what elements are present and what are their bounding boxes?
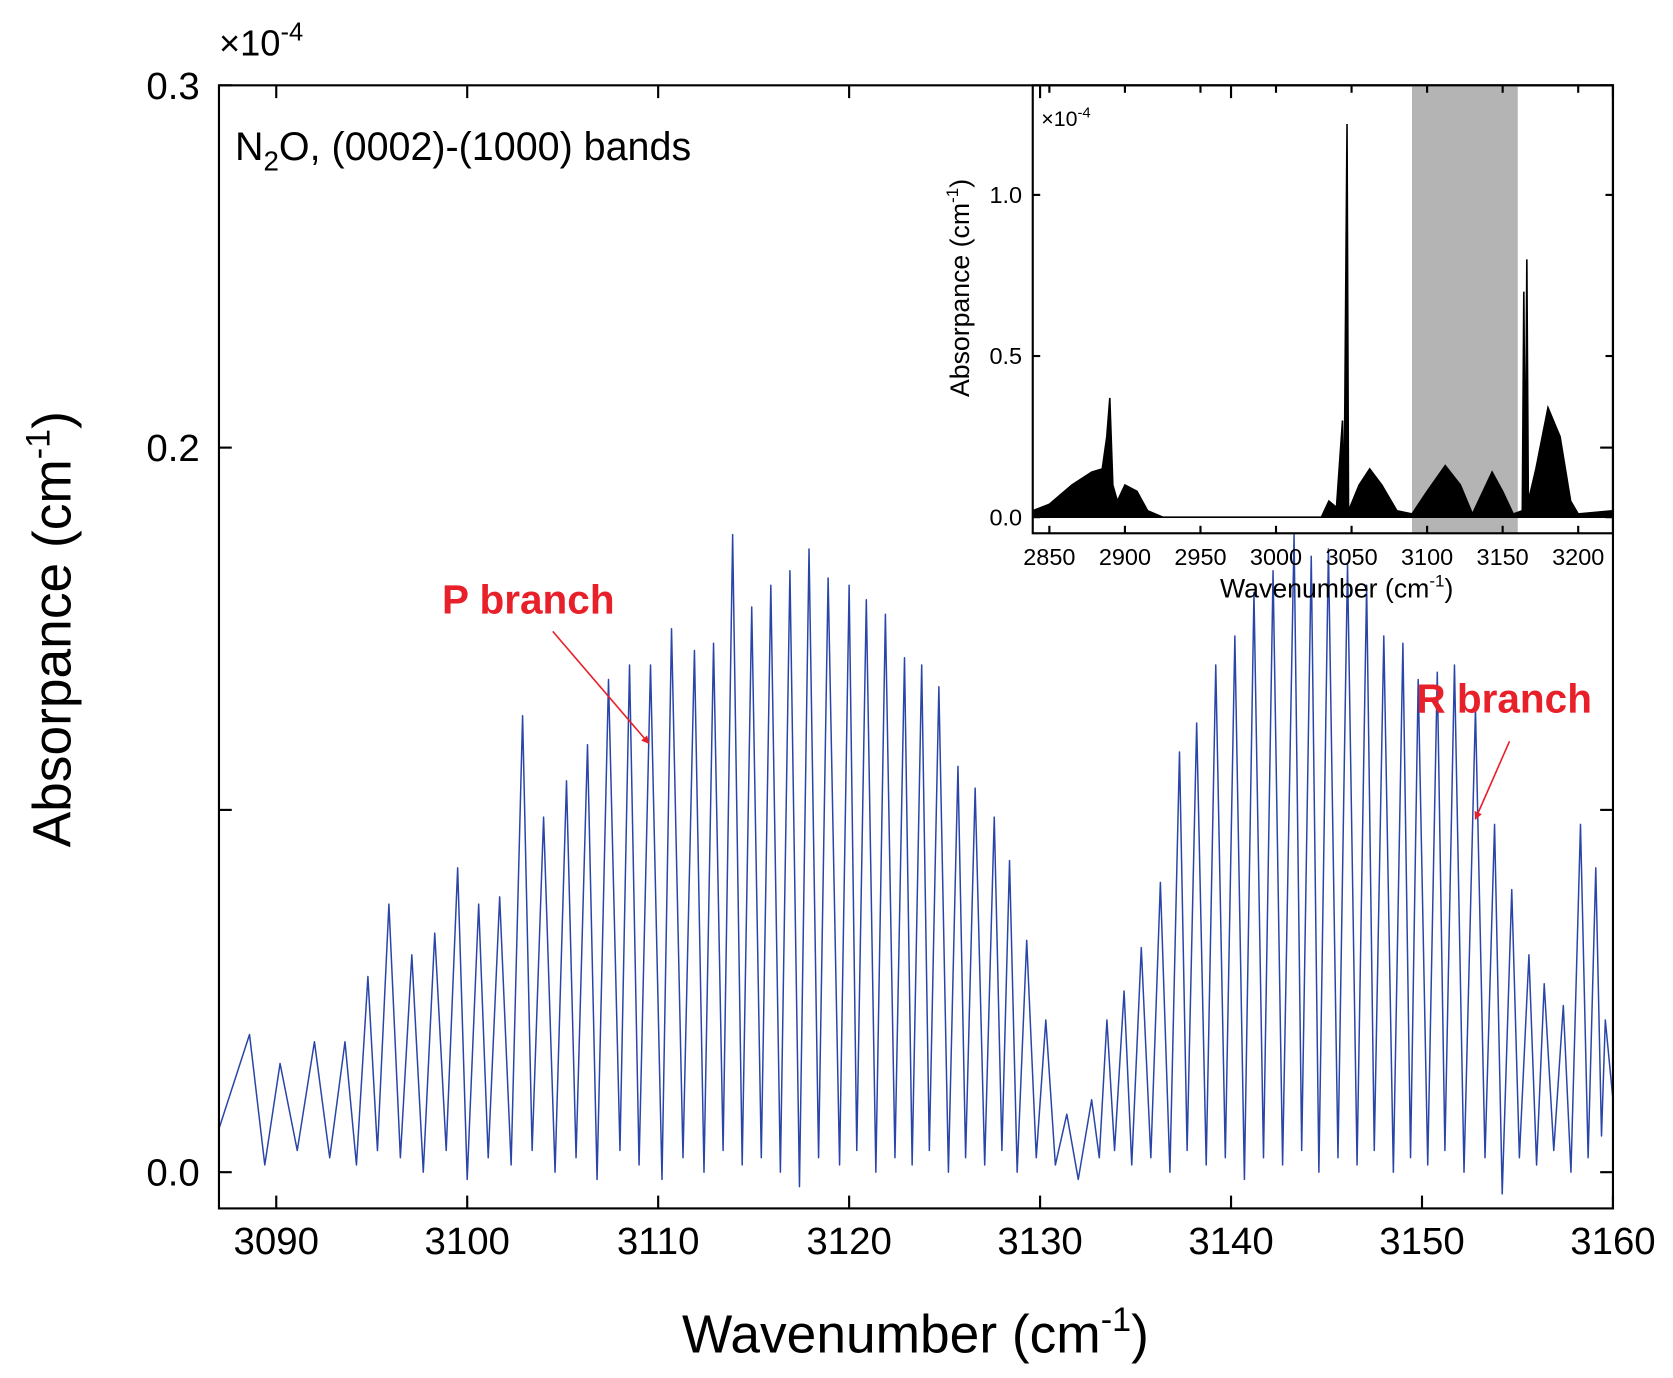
x-tick-label: 3100 <box>425 1220 510 1263</box>
inset-y-exponent: ×10-4 <box>1041 104 1090 131</box>
inset-x-axis-label: Wavenumber (cm-1) <box>1220 572 1453 604</box>
label-sup: -1 <box>1429 572 1444 591</box>
y-tick-label: 0.0 <box>146 1152 199 1195</box>
label-sup: -1 <box>943 188 962 203</box>
annotation: P branch <box>442 576 615 622</box>
x-tick-label: 3200 <box>1552 544 1604 570</box>
label-part: Absorpance (cm <box>945 203 975 397</box>
y-axis-label: Absorpance (cm-1) <box>19 411 82 847</box>
y-tick-label: 0.3 <box>146 65 199 108</box>
label-part: ) <box>945 179 975 188</box>
line <box>218 533 1614 1195</box>
plot-frame <box>1031 84 1615 535</box>
label-sup: -1 <box>1101 1301 1131 1339</box>
x-tick-label: 3120 <box>806 1220 891 1263</box>
highlight-band <box>1411 85 1518 534</box>
label-part: Wavenumber (cm <box>1220 573 1429 603</box>
main-plot: 3090 3100 3110 3120 3130 3140 3150 3160 0.0 0.2 0.… <box>146 65 1655 1263</box>
exponent-base: ×10 <box>1041 107 1077 131</box>
title-sub: 2 <box>263 146 278 177</box>
area-fill <box>1031 123 1614 518</box>
label-part: Absorpance (cm <box>24 459 83 847</box>
label-part: ) <box>1131 1305 1149 1364</box>
exponent-base: ×10 <box>219 22 281 63</box>
y-tick-label: 1.0 <box>989 182 1022 208</box>
x-tick-label: 3000 <box>1250 544 1302 570</box>
label-part: Wavenumber (cm <box>682 1305 1101 1364</box>
annotation-arrow <box>1474 740 1511 820</box>
annotation: R branch <box>1416 675 1592 721</box>
x-tick-label: 3150 <box>1477 544 1529 570</box>
x-tick-label: 3090 <box>234 1220 319 1263</box>
exponent-sup: -4 <box>280 19 303 47</box>
y-tick-label: 0.0 <box>989 504 1022 530</box>
y-tick-label: 0.5 <box>989 343 1022 369</box>
exponent-sup: -4 <box>1077 104 1090 121</box>
y-tick-label: 0.2 <box>146 427 199 470</box>
chart-title: N2O, (0002)-(1000) bands <box>235 125 691 177</box>
title-part: O, (0002)-(1000) bands <box>279 125 691 169</box>
title-part: N <box>235 125 264 169</box>
x-tick-label: 2950 <box>1174 544 1226 570</box>
x-tick-label: 3050 <box>1325 544 1377 570</box>
label-part: ) <box>1445 573 1454 603</box>
x-tick-label: 3100 <box>1401 544 1453 570</box>
annotation-arrow <box>552 630 650 745</box>
x-tick-label: 3150 <box>1379 1220 1464 1263</box>
inset-plot: 2850 2900 2950 3000 3050 3100 3150 3200 0.0 0.5 1.… <box>989 84 1615 570</box>
y-exponent: ×10-4 <box>219 19 303 64</box>
x-tick-label: 3140 <box>1188 1220 1273 1263</box>
x-tick-label: 3160 <box>1570 1220 1655 1263</box>
x-tick-label: 2850 <box>1023 544 1075 570</box>
x-tick-label: 3130 <box>997 1220 1082 1263</box>
label-sup: -1 <box>19 429 57 459</box>
plot-frame <box>217 84 1615 1210</box>
x-tick-label: 3110 <box>617 1220 700 1263</box>
inset-y-axis-label: Absorpance (cm-1) <box>943 179 975 397</box>
x-axis-label: Wavenumber (cm-1) <box>682 1301 1149 1364</box>
x-tick-label: 2900 <box>1099 544 1151 570</box>
label-part: ) <box>24 411 83 429</box>
